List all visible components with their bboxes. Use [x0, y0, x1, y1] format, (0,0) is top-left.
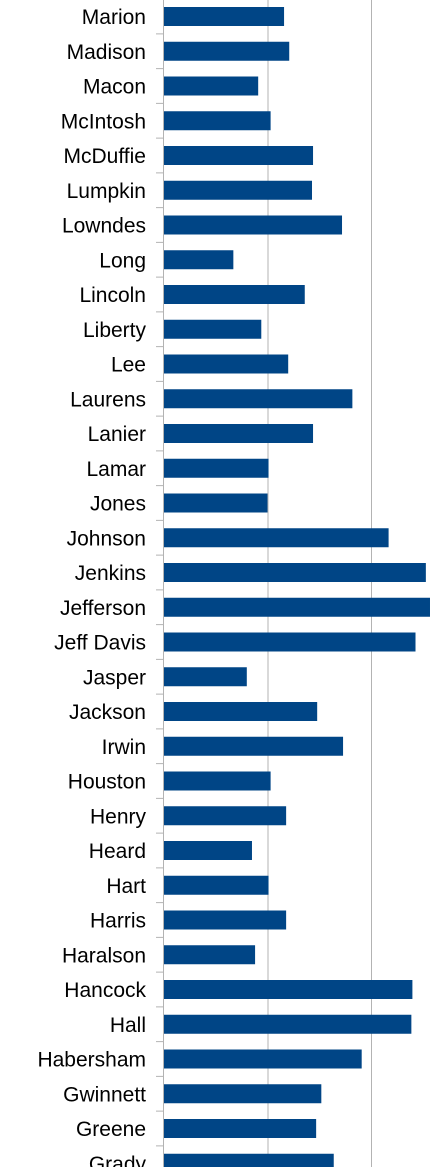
- category-label: Henry: [90, 805, 147, 828]
- category-label: Johnson: [67, 527, 146, 550]
- category-label: Habersham: [37, 1049, 146, 1072]
- category-label: Hancock: [64, 979, 146, 1002]
- category-label: Lowndes: [62, 215, 146, 238]
- bar: [164, 215, 343, 235]
- category-label: Heard: [89, 840, 146, 863]
- category-label: Jackson: [69, 701, 146, 724]
- bars: [164, 7, 430, 1167]
- category-label: Lumpkin: [67, 180, 146, 203]
- category-label: Jasper: [83, 666, 146, 689]
- bar: [164, 667, 247, 687]
- category-label: Laurens: [70, 388, 146, 411]
- bar: [164, 319, 262, 339]
- bar: [164, 1153, 334, 1167]
- bar: [164, 354, 289, 374]
- category-axis: [156, 0, 164, 1167]
- bar: [164, 771, 271, 791]
- category-label: Lincoln: [79, 284, 146, 307]
- category-labels: Marion Madison Macon McIntosh McDuffie Lumpki…: [37, 6, 146, 1167]
- category-label: Greene: [76, 1118, 146, 1141]
- category-label: Jones: [90, 493, 146, 516]
- category-label: Gwinnett: [63, 1083, 146, 1106]
- category-label: Long: [99, 249, 146, 272]
- bar: [164, 736, 344, 756]
- category-label: Hall: [110, 1014, 146, 1037]
- bar: [164, 980, 413, 999]
- category-label: Madison: [67, 41, 146, 64]
- category-label: McDuffie: [64, 145, 146, 168]
- bar: [164, 76, 259, 96]
- bar: [164, 7, 285, 26]
- category-label: McIntosh: [61, 110, 146, 133]
- bar: [164, 1049, 362, 1069]
- bar: [164, 146, 314, 165]
- bar: [164, 180, 313, 200]
- bar: [164, 1014, 412, 1034]
- category-label: Jeff Davis: [54, 632, 146, 655]
- bar: [164, 424, 314, 443]
- bar: [164, 597, 430, 617]
- category-label: Harris: [90, 910, 146, 933]
- bar: [164, 389, 353, 409]
- category-label: Liberty: [83, 319, 147, 342]
- category-label: Houston: [68, 771, 146, 794]
- category-label: Marion: [82, 6, 146, 29]
- bar: [164, 841, 252, 860]
- bar: [164, 1084, 322, 1104]
- category-label: Lee: [111, 354, 146, 377]
- bar: [164, 111, 271, 131]
- bar: [164, 1119, 317, 1138]
- bar: [164, 945, 256, 965]
- category-label: Hart: [106, 875, 146, 898]
- bar: [164, 285, 305, 304]
- bar: [164, 632, 416, 652]
- category-label: Lamar: [86, 458, 146, 481]
- bar: [164, 528, 389, 548]
- category-label: Jefferson: [60, 597, 146, 620]
- bar: [164, 493, 268, 513]
- bar: [164, 563, 426, 582]
- bar: [164, 875, 269, 895]
- bar: [164, 250, 234, 270]
- category-label: Grady: [89, 1153, 147, 1167]
- category-label: Jenkins: [75, 562, 146, 585]
- category-label: Lanier: [88, 423, 146, 446]
- bar: [164, 458, 269, 478]
- bar: [164, 910, 287, 930]
- category-label: Haralson: [62, 944, 146, 967]
- category-label: Macon: [83, 76, 146, 99]
- bar: [164, 806, 287, 826]
- bar: [164, 41, 290, 61]
- bar: [164, 702, 318, 721]
- category-label: Irwin: [102, 736, 146, 759]
